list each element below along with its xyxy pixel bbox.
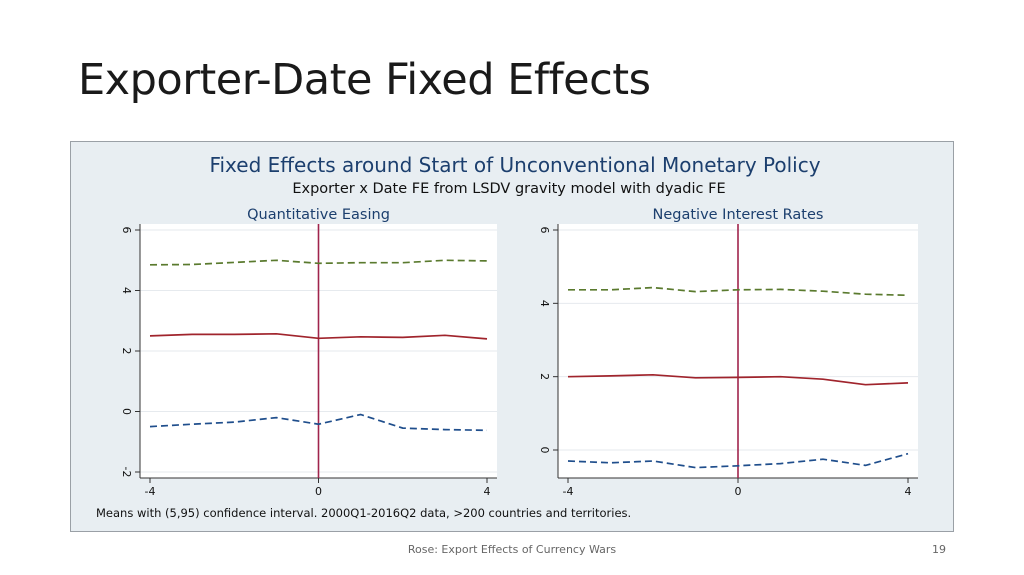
page-number: 19 [932,543,946,556]
panel-quantitative-easing: Quantitative Easing -2 0 2 4 6 -4 0 4 [120,207,497,498]
series-line-mean [149,332,488,340]
series-line-mean [567,373,909,386]
series-line-lower [567,452,909,469]
y-tick-label: -2 [120,467,133,478]
chart-svg: Fixed Effects around Start of Unconventi… [96,153,918,520]
panel-negative-interest-rates: Negative Interest Rates 0 2 4 6 -4 0 4 [538,207,918,498]
series-line-upper [568,286,909,297]
panel-title: Quantitative Easing [247,207,390,223]
slide-footer: Rose: Export Effects of Currency Wars [407,543,617,556]
y-tick-label: 6 [120,227,133,234]
y-tick-label: 0 [120,408,133,415]
slide-title: Exporter-Date Fixed Effects [78,55,651,105]
chart-figure: Fixed Effects around Start of Unconventi… [70,141,954,532]
x-tick-label: -4 [145,485,156,498]
chart-title: Fixed Effects around Start of Unconventi… [209,153,820,177]
chart-subtitle: Exporter x Date FE from LSDV gravity mod… [292,181,725,197]
y-tick-label: 4 [120,287,133,294]
series-line-upper [149,259,488,266]
y-tick-label: 4 [538,300,551,307]
y-tick-label: 2 [538,373,551,380]
x-tick-label: 4 [484,485,491,498]
panel-title: Negative Interest Rates [653,207,824,223]
x-tick-label: 0 [735,485,742,498]
x-tick-label: 4 [905,485,912,498]
x-tick-label: 0 [315,485,322,498]
series-line-lower [149,413,488,432]
chart-note: Means with (5,95) confidence interval. 2… [96,506,631,520]
y-tick-label: 6 [538,227,551,234]
x-tick-label: -4 [563,485,574,498]
y-tick-label: 2 [120,348,133,355]
y-tick-label: 0 [538,447,551,454]
